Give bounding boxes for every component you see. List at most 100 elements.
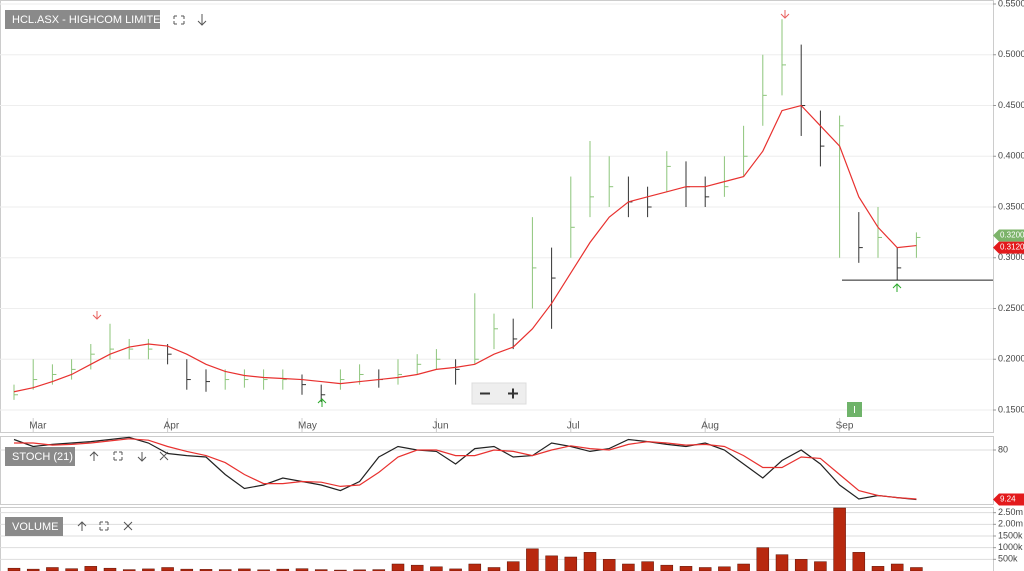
volume-bar — [871, 566, 885, 571]
y-tick-label: 0.3500 — [998, 201, 1024, 211]
volume-bar — [698, 567, 712, 571]
y-tick-label: 0.2000 — [998, 354, 1024, 364]
ohlc-bar — [781, 19, 786, 96]
x-tick-label: Jun — [432, 421, 448, 432]
volume-bar — [622, 563, 635, 571]
ohlc-bar — [167, 344, 172, 365]
y-tick-label: 0.5500 — [998, 0, 1024, 8]
y-tick-label: 2.50m — [998, 507, 1023, 517]
volume-bar — [276, 568, 290, 571]
volume-bar — [506, 561, 520, 571]
title-box — [5, 10, 160, 29]
ohlc-bar — [512, 318, 518, 350]
volume-bar — [641, 561, 654, 571]
ohlc-bar — [589, 141, 594, 218]
ohlc-bar — [224, 369, 230, 390]
y-tick-label: 500k — [998, 554, 1018, 564]
volume-panel — [0, 507, 994, 571]
y-tick-label: 1500k — [998, 530, 1023, 540]
volume-bar — [526, 548, 539, 571]
ohlc-bar — [896, 247, 902, 281]
fullscreen-icon[interactable] — [173, 15, 185, 25]
volume-bar — [468, 563, 482, 571]
value-tag — [993, 241, 1024, 254]
zoom-in[interactable] — [508, 388, 518, 399]
low-marker — [317, 398, 327, 407]
ohlc-bar — [263, 369, 268, 390]
y-tick-label: 0.4000 — [998, 151, 1024, 161]
volume-bar — [65, 568, 78, 571]
volume-bar — [737, 563, 750, 571]
value-tag — [993, 229, 1024, 242]
volume-bar — [46, 567, 59, 571]
ohlc-bar — [570, 176, 575, 258]
low-marker — [892, 283, 902, 292]
ohlc-bar — [243, 369, 249, 388]
chart-title: HCL.ASX - HIGHCOM LIMITED — [12, 14, 169, 26]
volume-bar — [833, 507, 846, 571]
volume-bar — [26, 568, 40, 571]
high-marker — [92, 311, 102, 320]
x-tick-label: Apr — [164, 421, 180, 432]
y-tick-label: 0.1500 — [998, 404, 1024, 414]
volume-bar — [718, 566, 731, 571]
volume-bar — [794, 559, 808, 571]
stoch-line — [14, 438, 917, 500]
ohlc-bar — [71, 359, 76, 380]
x-tick-label: Mar — [29, 421, 47, 432]
ohlc-bar — [704, 176, 710, 207]
volume-bar — [449, 568, 462, 571]
y-tick-label: 0.2500 — [998, 303, 1024, 313]
value-tag-label: 9.24 — [1000, 495, 1016, 504]
ohlc-bar — [205, 369, 210, 392]
ohlc-bar — [474, 293, 479, 365]
y-tick-label: 0.5000 — [998, 49, 1024, 59]
ohlc-bar — [147, 338, 153, 360]
volume-bar — [410, 564, 424, 571]
volume-bar — [295, 568, 309, 571]
x-tick-label: Sep — [836, 421, 854, 432]
ohlc-bar — [666, 151, 671, 192]
volume-bar — [545, 555, 558, 571]
volume-bar — [7, 567, 21, 571]
ohlc-bar — [743, 125, 748, 177]
panel-icons[interactable] — [77, 521, 133, 531]
ohlc-bar — [282, 369, 287, 390]
ohlc-bar — [90, 344, 95, 370]
high-marker — [780, 10, 790, 19]
zoom-control — [471, 382, 527, 405]
ohlc-bar — [435, 349, 441, 370]
download-icon[interactable] — [197, 14, 207, 26]
ohlc-bar — [397, 359, 402, 385]
panel-icons[interactable] — [89, 451, 169, 462]
stoch-panel — [0, 436, 994, 505]
ohlc-bar — [685, 161, 690, 207]
ohlc-bar — [320, 384, 326, 402]
volume-bar — [852, 552, 866, 571]
ohlc-bar — [493, 313, 498, 350]
ohlc-bar — [32, 359, 38, 390]
ohlc-bar — [647, 186, 652, 218]
value-tag-label: 0.3120 — [1000, 243, 1024, 252]
volume-bar — [142, 568, 155, 571]
ohlc-bar — [301, 374, 306, 395]
ohlc-bar — [627, 176, 633, 218]
y-tick-label: 0.4500 — [998, 100, 1024, 110]
volume-bar — [84, 566, 98, 571]
volume-bar — [910, 567, 923, 571]
volume-bar — [756, 547, 770, 571]
volume-title: VOLUME — [12, 521, 58, 533]
volume-bar — [814, 561, 827, 571]
x-tick-label: Jul — [567, 421, 580, 432]
volume-bar — [161, 567, 174, 571]
y-tick-label: 1000k — [998, 542, 1023, 552]
ohlc-bar — [378, 369, 383, 388]
stoch-title: STOCH (21) — [12, 451, 73, 463]
ohlc-bar — [13, 384, 18, 400]
ohlc-bar — [608, 156, 614, 207]
ohlc-bar — [877, 207, 882, 258]
ohlc-bar — [416, 354, 422, 375]
price-header: HCL.ASX - HIGHCOM LIMITED — [5, 10, 207, 29]
